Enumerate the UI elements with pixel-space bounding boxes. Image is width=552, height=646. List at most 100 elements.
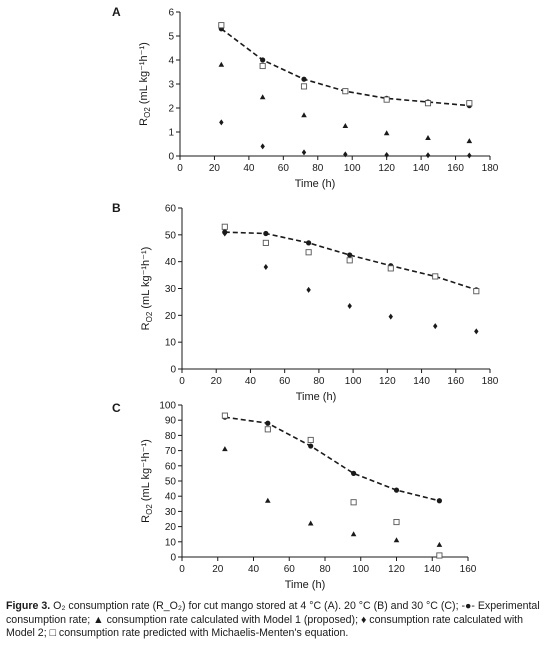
data-point-square	[305, 249, 312, 256]
x-tick-label: 0	[179, 564, 185, 575]
series-circle-dashed	[222, 414, 442, 504]
data-point-triangle	[393, 537, 400, 543]
data-point-square	[432, 273, 439, 280]
data-point-square	[350, 499, 357, 506]
y-tick-label: 1	[168, 128, 174, 139]
data-point-triangle	[301, 112, 307, 118]
x-tick-label: 20	[212, 564, 224, 575]
x-tick-label: 100	[352, 564, 369, 575]
x-tick-label: 160	[447, 376, 464, 387]
panel-label: B	[112, 201, 121, 215]
y-tick-label: 10	[165, 537, 177, 548]
y-axis-title: RO2 (mL kg⁻¹h⁻¹)	[138, 42, 152, 126]
x-tick-label: 160	[447, 163, 464, 174]
data-point-diamond	[347, 302, 352, 309]
x-tick-label: 80	[319, 564, 331, 575]
y-tick-label: 40	[165, 492, 177, 503]
data-point-square	[221, 412, 228, 419]
x-axis-title: Time (h)	[295, 178, 336, 190]
data-point-diamond	[219, 119, 224, 126]
x-tick-label: 80	[312, 163, 324, 174]
y-tick-label: 6	[168, 8, 174, 19]
x-tick-label: 60	[284, 564, 296, 575]
data-point-circle	[306, 240, 312, 246]
y-tick-label: 30	[165, 284, 177, 295]
y-tick-label: 10	[165, 338, 177, 349]
data-point-square	[259, 62, 266, 70]
x-tick-label: 0	[179, 376, 185, 387]
data-point-diamond	[388, 313, 393, 320]
data-point-square	[300, 83, 308, 90]
y-tick-label: 2	[168, 104, 174, 115]
y-tick-label: 60	[165, 204, 177, 215]
y-tick-label: 20	[165, 522, 177, 533]
data-point-diamond	[467, 152, 472, 159]
x-tick-label: 20	[209, 163, 221, 174]
data-point-circle	[301, 76, 307, 82]
y-tick-label: 4	[168, 56, 174, 67]
data-point-square	[262, 239, 269, 246]
data-point-circle	[436, 498, 442, 504]
x-tick-label: 0	[177, 163, 183, 174]
y-axis-title: RO2 (mL kg⁻¹h⁻¹)	[140, 247, 154, 331]
data-point-triangle	[383, 130, 390, 136]
y-tick-label: 5	[168, 32, 174, 43]
x-tick-label: 120	[378, 163, 395, 174]
data-point-circle	[351, 470, 357, 476]
data-point-circle	[393, 487, 400, 493]
y-tick-label: 0	[170, 365, 176, 376]
y-tick-label: 100	[159, 401, 176, 412]
data-point-diamond	[260, 143, 265, 150]
x-tick-label: 140	[424, 564, 441, 575]
y-tick-label: 60	[165, 461, 177, 472]
x-tick-label: 40	[245, 376, 257, 387]
x-tick-label: 140	[413, 376, 430, 387]
series-open-square	[221, 223, 480, 295]
data-point-square	[436, 552, 443, 559]
data-point-diamond	[222, 230, 227, 237]
y-tick-label: 70	[165, 446, 177, 457]
data-point-circle	[263, 230, 269, 237]
panel-label: C	[112, 401, 121, 415]
data-point-triangle	[259, 94, 266, 100]
data-point-diamond	[433, 323, 438, 330]
data-point-square	[466, 100, 473, 107]
y-tick-label: 30	[165, 507, 177, 518]
data-point-circle	[347, 252, 353, 258]
series-triangle	[218, 61, 473, 144]
data-point-circle	[260, 57, 266, 63]
series-triangle	[222, 446, 443, 547]
x-tick-label: 40	[243, 163, 255, 174]
series-line	[224, 416, 440, 502]
data-point-diamond	[384, 152, 389, 159]
data-point-diamond	[301, 149, 307, 156]
data-point-diamond	[474, 328, 479, 335]
x-tick-label: 180	[482, 163, 499, 174]
x-tick-label: 40	[248, 564, 260, 575]
y-tick-label: 20	[165, 311, 177, 322]
panel-C: C 0 10 20 30 40 50 60 70 80 90 100 0 20 40 60 80 100 120 14…	[112, 401, 477, 592]
x-tick-label: 20	[211, 376, 223, 387]
data-point-circle	[265, 420, 271, 426]
series-diamond	[219, 119, 472, 159]
x-tick-label: 100	[344, 163, 361, 174]
panel-B: B 0 10 20 30 40 50 60 0 20 40 60 80 100 120 140 160 180 Ti…	[112, 201, 499, 403]
series-open-square	[218, 22, 473, 107]
caption-text: O₂ consumption rate (R_O₂) for cut mango…	[6, 600, 540, 639]
series-diamond	[222, 230, 479, 335]
data-point-triangle	[218, 61, 225, 67]
data-point-triangle	[307, 520, 314, 526]
data-point-triangle	[342, 123, 349, 128]
data-point-square	[387, 265, 394, 272]
data-point-triangle	[222, 446, 228, 452]
y-tick-label: 0	[170, 553, 176, 564]
x-tick-label: 160	[460, 564, 477, 575]
data-point-diamond	[263, 264, 269, 271]
data-point-square	[307, 436, 314, 444]
x-tick-label: 60	[278, 163, 290, 174]
y-tick-label: 50	[165, 230, 177, 241]
y-tick-label: 40	[165, 257, 177, 268]
figure-caption: Figure 3. O₂ consumption rate (R_O₂) for…	[6, 600, 546, 641]
